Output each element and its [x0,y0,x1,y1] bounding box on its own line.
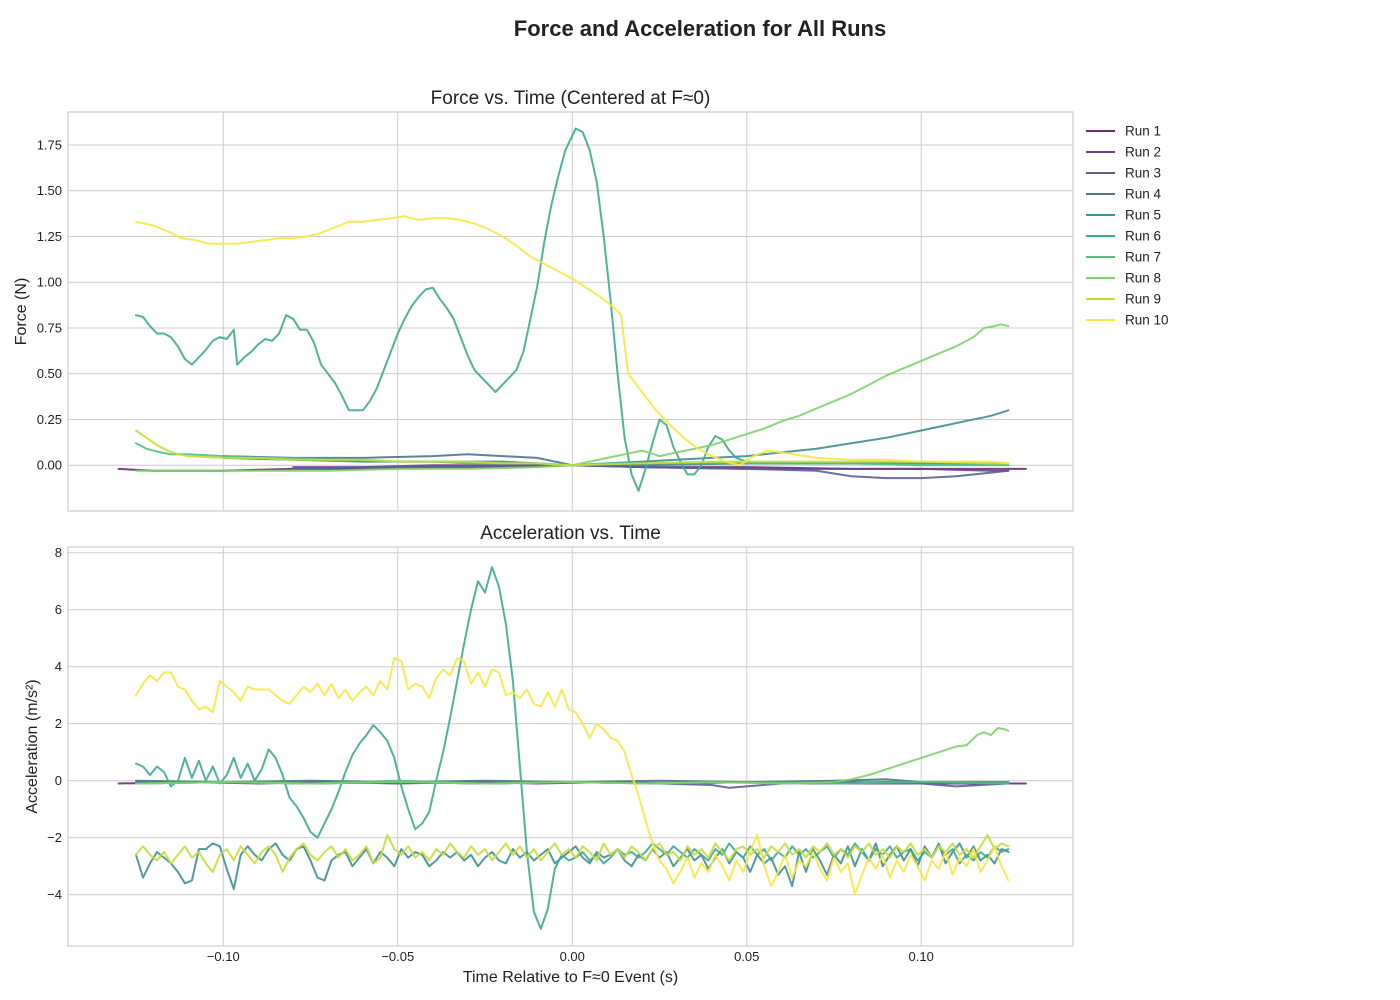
acceleration-x-tick-label: 0.10 [909,949,934,964]
figure-title: Force and Acceleration for All Runs [514,16,886,41]
acceleration-y-axis-label: Acceleration (m/s²) [24,679,41,813]
legend-label-run-6: Run 6 [1125,229,1161,244]
acceleration-panel: −4 −2 0 2 4 6 8 −0.10 −0.05 0.00 0.05 0.10 Acceler… [24,523,1074,964]
force-gridlines [68,112,1073,511]
force-y-tick-label: 1.25 [37,229,62,244]
acceleration-x-ticks: −0.10 −0.05 0.00 0.05 0.10 [207,949,934,964]
acceleration-y-tick-label: 6 [55,602,62,617]
legend-label-run-3: Run 3 [1125,166,1161,181]
force-series-line-run-10 [135,215,1010,467]
acceleration-x-tick-label: 0.00 [560,949,585,964]
force-y-tick-label: 0.75 [37,320,62,335]
force-series-lines [117,127,1027,492]
acceleration-y-tick-label: 8 [55,545,62,560]
force-series-line-run-8 [135,323,1010,472]
acceleration-plot-frame [67,546,1074,947]
legend-label-run-4: Run 4 [1125,187,1162,202]
acceleration-series-line-run-9 [135,833,1010,873]
acceleration-series-line-run-10 [135,657,1010,896]
legend-label-run-2: Run 2 [1125,145,1161,160]
acceleration-y-ticks: −4 −2 0 2 4 6 8 [47,545,62,902]
force-y-axis-label: Force (N) [13,278,30,346]
legend-label-run-1: Run 1 [1125,124,1161,139]
acceleration-y-tick-label: 2 [55,716,62,731]
force-y-tick-label: 0.00 [37,458,62,473]
force-y-tick-label: 0.25 [37,412,62,427]
force-y-tick-label: 1.00 [37,275,62,290]
force-y-ticks: 0.00 0.25 0.50 0.75 1.00 1.25 1.50 1.75 [37,137,62,472]
force-series-line-run-3 [292,464,1010,480]
acceleration-y-tick-label: −4 [47,887,62,902]
force-series-line-run-9 [135,429,1010,467]
acceleration-y-tick-label: −2 [47,830,62,845]
legend-label-run-9: Run 9 [1125,292,1161,307]
acceleration-series-line-run-4 [135,778,1010,784]
x-axis-label: Time Relative to F≈0 Event (s) [463,969,678,986]
force-panel-title: Force vs. Time (Centered at F≈0) [431,88,711,109]
legend-label-run-7: Run 7 [1125,250,1161,265]
acceleration-x-tick-label: −0.05 [381,949,414,964]
legend-label-run-10: Run 10 [1125,313,1169,328]
force-y-tick-label: 1.75 [37,137,62,152]
legend-label-run-5: Run 5 [1125,208,1161,223]
acceleration-panel-title: Acceleration vs. Time [480,523,661,544]
force-plot-frame [67,111,1074,512]
legend-label-run-8: Run 8 [1125,271,1161,286]
force-y-tick-label: 0.50 [37,366,62,381]
acceleration-x-tick-label: 0.05 [734,949,759,964]
acceleration-gridlines [68,547,1073,946]
force-panel: 0.00 0.25 0.50 0.75 1.00 1.25 1.50 1.75 Force v… [13,88,1074,512]
acceleration-y-tick-label: 0 [55,773,62,788]
legend: Run 1 Run 2 Run 3 Run 4 Run 5 Run 6 Run 7 Run 8… [1086,124,1169,328]
force-y-tick-label: 1.50 [37,183,62,198]
acceleration-series-lines [117,566,1027,930]
acceleration-series-line-run-8 [135,727,1010,785]
acceleration-x-tick-label: −0.10 [207,949,240,964]
acceleration-y-tick-label: 4 [55,659,62,674]
force-series-line-run-6 [135,127,1010,492]
acceleration-series-line-run-6 [135,566,1010,930]
